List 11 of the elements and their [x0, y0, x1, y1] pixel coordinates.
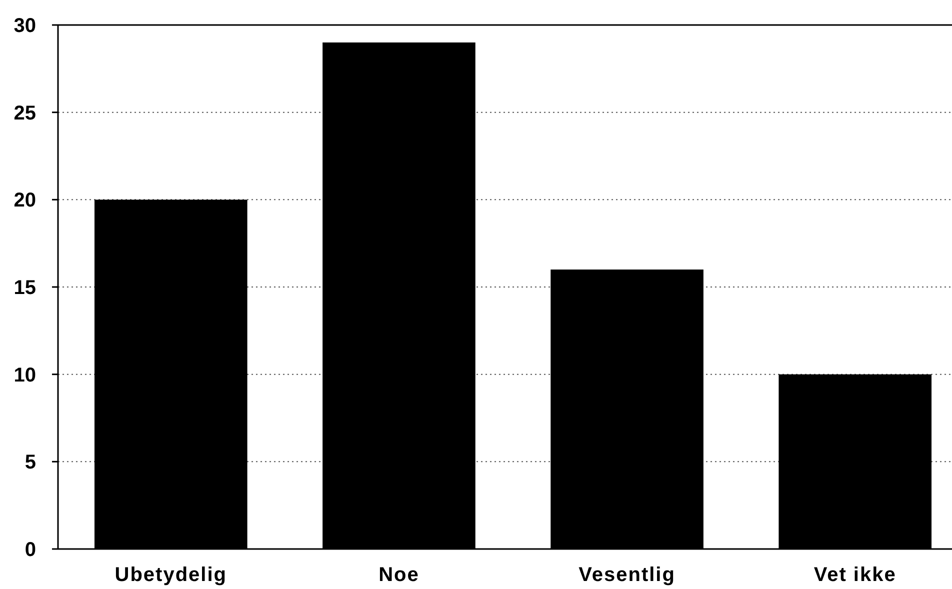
- y-tick-label: 25: [14, 102, 36, 124]
- x-tick-label: Vesentlig: [578, 564, 676, 586]
- y-tick-label: 0: [24, 539, 36, 561]
- x-tick-label: Vet ikke: [814, 564, 896, 586]
- y-tick-label: 5: [24, 452, 36, 474]
- x-tick-label: Ubetydelig: [114, 564, 228, 586]
- y-tick-label: 10: [14, 364, 36, 386]
- y-tick-label: 30: [14, 15, 36, 37]
- y-tick-label: 15: [14, 277, 36, 299]
- y-tick-label: 20: [14, 190, 36, 212]
- x-tick-label: Noe: [378, 564, 420, 586]
